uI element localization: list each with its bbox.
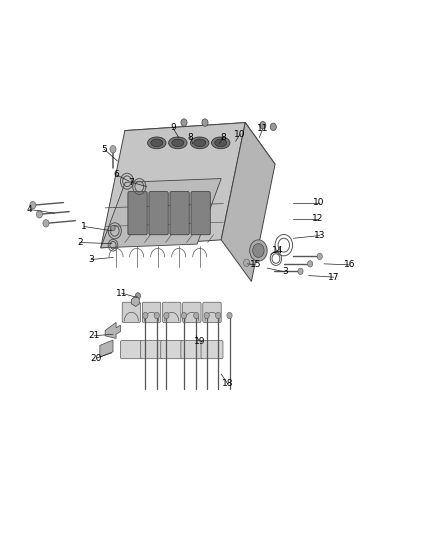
Circle shape — [181, 119, 187, 126]
Text: 18: 18 — [222, 379, 233, 388]
FancyBboxPatch shape — [120, 341, 142, 359]
Text: 3: 3 — [88, 255, 94, 264]
Text: 13: 13 — [314, 231, 325, 240]
Polygon shape — [221, 123, 275, 281]
Polygon shape — [101, 123, 245, 248]
FancyBboxPatch shape — [128, 192, 147, 235]
Ellipse shape — [194, 139, 206, 147]
Circle shape — [298, 268, 303, 274]
Text: 12: 12 — [312, 214, 323, 223]
Polygon shape — [125, 123, 275, 173]
Text: 9: 9 — [170, 124, 176, 132]
FancyBboxPatch shape — [181, 341, 203, 359]
Text: 1: 1 — [81, 222, 87, 231]
FancyBboxPatch shape — [183, 302, 201, 322]
FancyBboxPatch shape — [149, 192, 168, 235]
Text: 8: 8 — [220, 133, 226, 142]
Circle shape — [317, 253, 322, 260]
Text: 2: 2 — [77, 238, 82, 247]
Polygon shape — [131, 296, 139, 306]
Circle shape — [110, 146, 116, 153]
Circle shape — [204, 312, 209, 319]
Text: 17: 17 — [328, 273, 339, 281]
Text: 16: 16 — [344, 261, 355, 269]
FancyBboxPatch shape — [161, 341, 183, 359]
Ellipse shape — [172, 139, 184, 147]
Circle shape — [164, 312, 169, 319]
Circle shape — [270, 123, 276, 131]
FancyBboxPatch shape — [122, 302, 141, 322]
Text: 6: 6 — [113, 171, 119, 179]
Ellipse shape — [148, 137, 166, 149]
Circle shape — [135, 293, 141, 299]
FancyBboxPatch shape — [203, 302, 221, 322]
Text: 7: 7 — [128, 178, 134, 187]
Text: 10: 10 — [234, 130, 246, 139]
Text: 20: 20 — [91, 354, 102, 362]
Circle shape — [307, 261, 313, 267]
Circle shape — [202, 119, 208, 126]
FancyBboxPatch shape — [162, 302, 181, 322]
Text: 11: 11 — [257, 125, 268, 133]
Circle shape — [244, 259, 250, 266]
Polygon shape — [100, 340, 113, 357]
FancyBboxPatch shape — [142, 302, 161, 322]
FancyBboxPatch shape — [141, 341, 162, 359]
Circle shape — [215, 312, 221, 319]
Circle shape — [260, 122, 266, 129]
Ellipse shape — [250, 240, 267, 261]
Circle shape — [36, 211, 42, 218]
Ellipse shape — [215, 139, 227, 147]
Circle shape — [111, 225, 115, 231]
Circle shape — [227, 312, 232, 319]
Text: 15: 15 — [250, 261, 261, 269]
Circle shape — [154, 312, 159, 319]
Circle shape — [194, 312, 199, 319]
Text: 5: 5 — [101, 145, 107, 154]
Ellipse shape — [253, 244, 264, 257]
Text: 8: 8 — [187, 133, 194, 142]
Text: 19: 19 — [194, 337, 205, 345]
Ellipse shape — [169, 137, 187, 149]
Text: 4: 4 — [27, 205, 32, 214]
Text: 14: 14 — [272, 246, 284, 255]
Circle shape — [30, 201, 36, 209]
Text: 3: 3 — [282, 268, 288, 276]
Circle shape — [143, 312, 148, 319]
FancyBboxPatch shape — [201, 341, 223, 359]
Polygon shape — [101, 179, 221, 248]
FancyBboxPatch shape — [170, 192, 189, 235]
Circle shape — [43, 220, 49, 227]
Ellipse shape — [191, 137, 209, 149]
Text: 10: 10 — [313, 198, 325, 207]
Polygon shape — [105, 322, 120, 338]
FancyBboxPatch shape — [191, 192, 210, 235]
Ellipse shape — [212, 137, 230, 149]
Text: 21: 21 — [88, 332, 100, 340]
Circle shape — [181, 312, 187, 319]
Text: 11: 11 — [116, 289, 127, 297]
Ellipse shape — [151, 139, 163, 147]
